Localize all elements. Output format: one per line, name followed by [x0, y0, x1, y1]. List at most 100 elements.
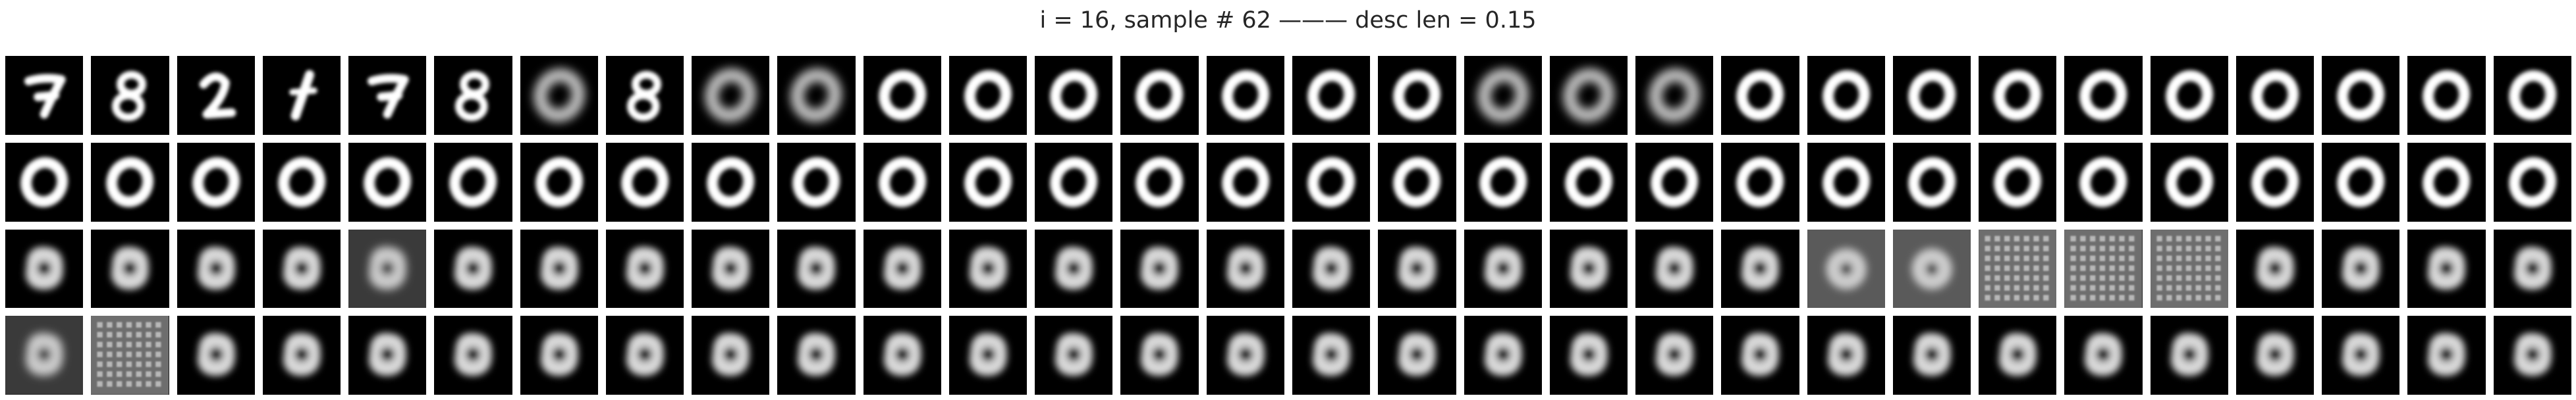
sample-panel — [434, 316, 512, 395]
sample-panel — [5, 56, 84, 135]
sample-image — [197, 246, 235, 289]
sample-panel — [692, 142, 770, 222]
sample-panel — [5, 142, 84, 222]
sample-panel — [1892, 316, 1971, 395]
sample-panel — [2322, 56, 2400, 135]
sample-image — [1892, 229, 1971, 309]
figure-title: i = 16, sample # 62 ——— desc len = 0.15 — [1039, 7, 1537, 34]
sample-image — [199, 72, 236, 119]
sample-image — [1312, 246, 1350, 289]
sample-image — [533, 68, 585, 122]
sample-image — [1136, 157, 1184, 207]
sample-panel — [520, 229, 598, 309]
sample-panel — [1807, 316, 1885, 395]
sample-image — [1141, 333, 1179, 376]
sample-image — [192, 157, 240, 207]
sample-image — [2428, 246, 2466, 289]
sample-image — [1563, 68, 1614, 122]
sample-panel — [692, 229, 770, 309]
sample-panel — [1206, 316, 1284, 395]
sample-image — [1908, 70, 1956, 120]
sample-panel — [434, 229, 512, 309]
sample-panel — [5, 229, 84, 309]
sample-image — [5, 316, 84, 395]
sample-panel — [2407, 229, 2486, 309]
sample-image — [364, 157, 411, 207]
sample-image — [626, 70, 661, 122]
sample-image — [1651, 157, 1698, 207]
sample-panel — [1292, 56, 1371, 135]
sample-panel — [777, 229, 856, 309]
sample-panel — [1549, 229, 1628, 309]
sample-image — [2251, 157, 2299, 207]
sample-grid — [5, 56, 2571, 395]
sample-panel — [1464, 56, 1542, 135]
sample-image — [283, 246, 321, 289]
sample-image — [798, 246, 836, 289]
sample-panel — [948, 316, 1028, 395]
sample-panel — [177, 142, 255, 222]
sample-image — [1484, 333, 1522, 376]
sample-image — [91, 316, 169, 395]
sample-image — [1741, 246, 1780, 289]
sample-panel — [1721, 142, 1799, 222]
sample-image — [24, 74, 66, 119]
sample-panel — [2493, 142, 2571, 222]
sample-image — [1307, 157, 1355, 207]
sample-panel — [434, 142, 512, 222]
sample-image — [1913, 333, 1951, 376]
sample-image — [1807, 229, 1885, 309]
sample-image — [1994, 70, 2042, 120]
sample-panel — [1206, 229, 1284, 309]
sample-panel — [1979, 56, 2057, 135]
sample-image — [449, 157, 497, 207]
sample-panel — [2493, 56, 2571, 135]
sample-panel — [348, 142, 427, 222]
sample-image — [2513, 246, 2552, 289]
sample-image — [278, 157, 325, 207]
sample-panel — [2150, 142, 2228, 222]
sample-image — [535, 157, 583, 207]
sample-image — [2342, 246, 2380, 289]
sample-image — [25, 246, 63, 289]
sample-panel — [692, 56, 770, 135]
sample-image — [2423, 157, 2471, 207]
sample-panel — [1378, 56, 1456, 135]
sample-panel — [1721, 316, 1799, 395]
sample-panel — [177, 229, 255, 309]
sample-panel — [777, 142, 856, 222]
sample-image — [2513, 333, 2552, 376]
sample-panel — [348, 229, 427, 309]
sample-panel — [1292, 316, 1371, 395]
sample-panel — [1892, 229, 1971, 309]
sample-image — [455, 70, 490, 122]
sample-panel — [1464, 229, 1542, 309]
sample-image — [1055, 333, 1093, 376]
sample-image — [1055, 246, 1093, 289]
sample-panel — [2235, 229, 2315, 309]
sample-panel — [863, 316, 941, 395]
sample-image — [883, 246, 921, 289]
sample-image — [1479, 157, 1527, 207]
sample-image — [2509, 157, 2556, 207]
sample-image — [1822, 157, 1870, 207]
sample-image — [1736, 70, 1784, 120]
sample-panel — [1035, 229, 1113, 309]
sample-panel — [2493, 229, 2571, 309]
sample-image — [1222, 70, 1269, 120]
sample-panel — [1549, 316, 1628, 395]
sample-image — [106, 157, 154, 207]
sample-panel — [2407, 56, 2486, 135]
sample-panel — [863, 229, 941, 309]
sample-panel — [605, 316, 684, 395]
sample-panel — [1292, 229, 1371, 309]
sample-image — [1979, 229, 2057, 309]
sample-panel — [1378, 229, 1456, 309]
sample-image — [1484, 246, 1522, 289]
sample-panel — [1378, 316, 1456, 395]
sample-panel — [177, 316, 255, 395]
sample-panel — [948, 229, 1028, 309]
sample-image — [20, 157, 68, 207]
sample-image — [1141, 246, 1179, 289]
sample-panel — [2322, 316, 2400, 395]
